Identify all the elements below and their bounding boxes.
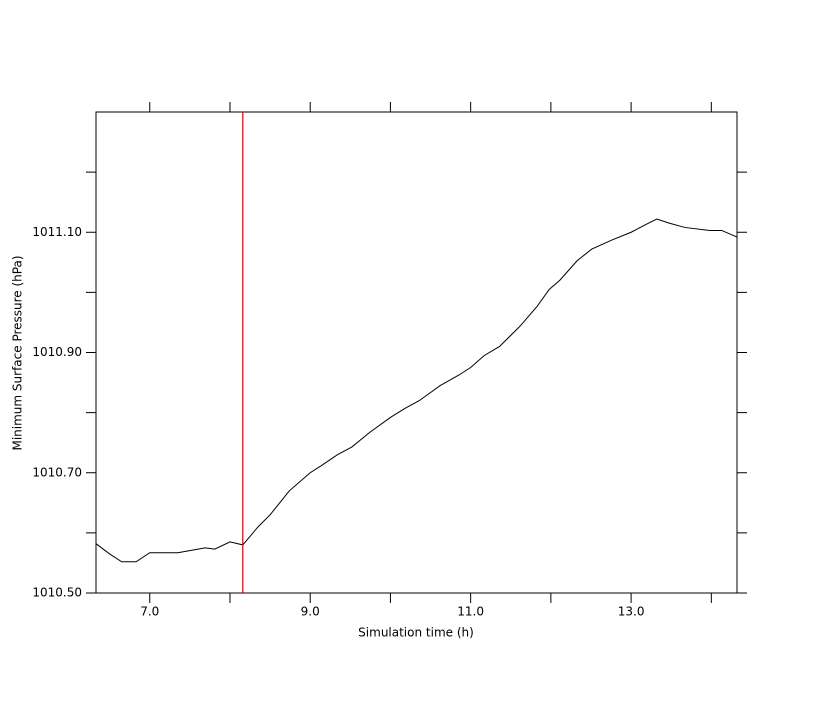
x-tick-label: 9.0 [301,605,320,619]
y-tick-label: 1010.90 [32,345,82,359]
line-series [95,218,738,563]
y-tick-label: 1010.50 [32,586,82,600]
y-axis-label: Minimum Surface Pressure (hPa) [11,255,25,450]
x-tick-label: 7.0 [140,605,159,619]
y-tick-label: 1011.10 [32,225,82,239]
y-tick-label: 1010.70 [32,465,82,479]
x-tick-label: 11.0 [457,605,484,619]
plot-frame [95,111,738,594]
x-axis-label: Simulation time (h) [358,626,474,640]
x-tick-label: 13.0 [618,605,645,619]
